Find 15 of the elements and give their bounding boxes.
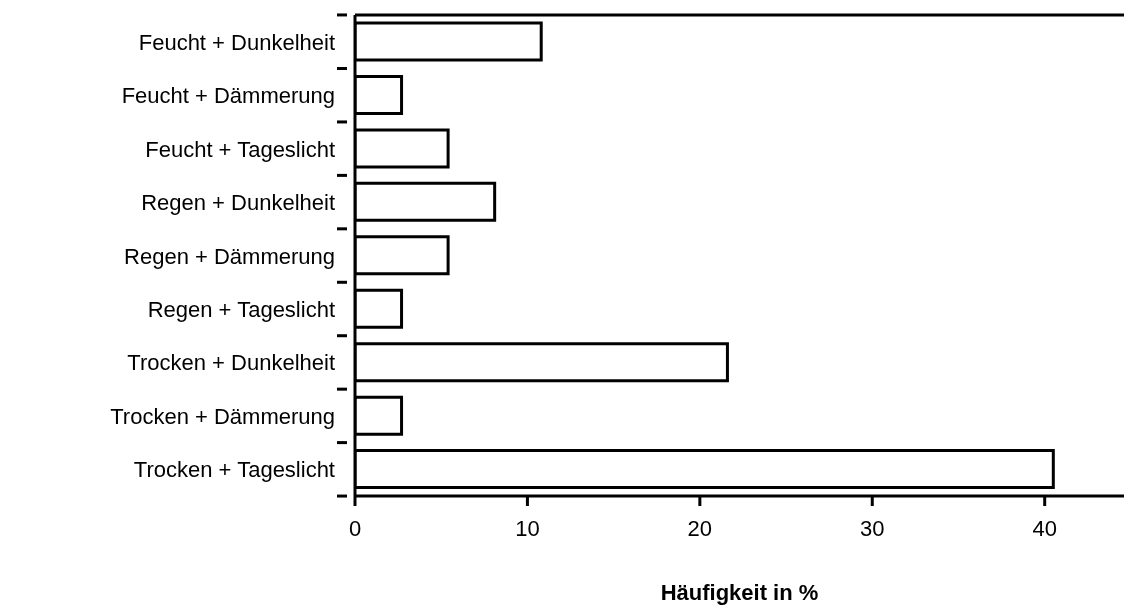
x-axis-title: Häufigkeit in % (660, 580, 819, 605)
y-tick-label: Regen + Tageslicht (147, 296, 335, 322)
y-tick-label: Feucht + Tageslicht (145, 136, 335, 162)
y-tick-label: Trocken + Tageslicht (133, 457, 335, 483)
y-tick-label: Trocken + Dämmerung (110, 403, 335, 429)
y-tick-label: Regen + Dunkelheit (141, 190, 335, 216)
y-tick-label: Regen + Dämmerung (124, 243, 335, 269)
x-tick-label: 0 (348, 515, 362, 541)
x-tick-label: 10 (515, 515, 540, 541)
x-tick-label: 30 (860, 515, 885, 541)
x-tick-label: 20 (687, 515, 713, 541)
y-tick-label: Feucht + Dunkelheit (138, 29, 335, 55)
x-tick-label: 40 (1032, 515, 1057, 541)
y-tick-label: Trocken + Dunkelheit (127, 350, 335, 376)
y-tick-label: Feucht + Dämmerung (121, 83, 335, 109)
